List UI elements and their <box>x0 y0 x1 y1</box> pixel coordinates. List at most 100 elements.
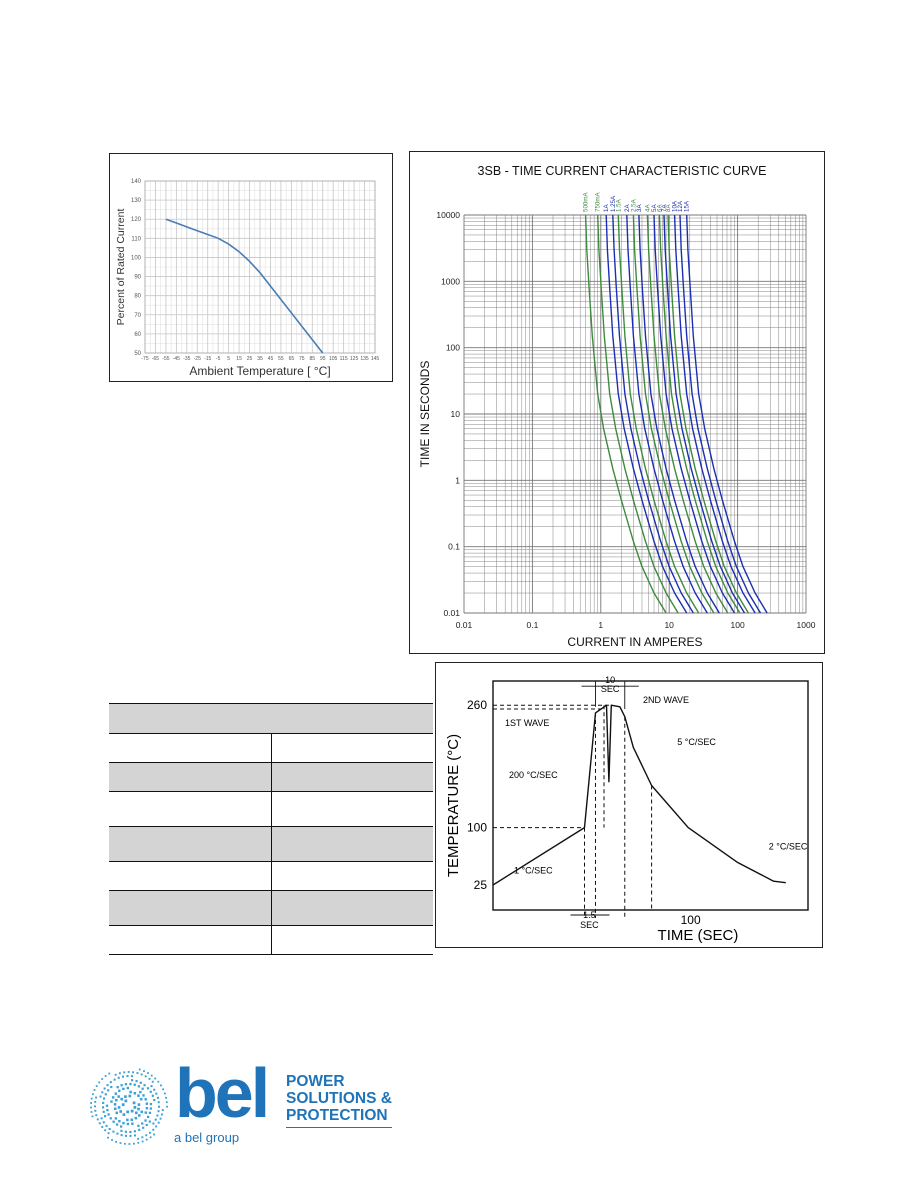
logo-dot <box>144 1075 147 1078</box>
series-label: 2.5A <box>630 198 637 212</box>
y-tick-label: 60 <box>134 332 141 338</box>
logo-dot <box>149 1131 151 1134</box>
y-tick-label: 50 <box>134 351 141 357</box>
y-tick-label: 25 <box>474 878 488 892</box>
logo-dot <box>142 1126 145 1129</box>
logo-dot <box>117 1095 120 1098</box>
logo-dot <box>90 1111 93 1113</box>
logo-dot <box>108 1072 111 1075</box>
series-label: 15A <box>684 200 691 212</box>
series-label: 750mA <box>595 192 602 212</box>
y-axis-label: TEMPERATURE (°C) <box>445 734 462 877</box>
logo-dot <box>106 1084 109 1087</box>
table-row <box>109 890 433 926</box>
logo-dot <box>151 1080 154 1083</box>
bel-circle-mark <box>90 1068 168 1145</box>
fuse-curve <box>584 214 667 614</box>
logo-dot <box>118 1089 121 1092</box>
x-tick-label: 105 <box>329 356 338 362</box>
x-tick-label: 15 <box>236 356 242 362</box>
logo-dot <box>116 1123 119 1126</box>
x-tick-label: 45 <box>268 356 274 362</box>
logo-dot <box>161 1113 163 1116</box>
logo-dot <box>123 1071 126 1074</box>
annotation: SEC <box>580 920 599 930</box>
series-label: 4A <box>644 204 651 212</box>
logo-dot <box>147 1115 150 1119</box>
x-axis-label: CURRENT IN AMPERES <box>567 635 702 649</box>
logo-dot <box>119 1142 122 1144</box>
logo-dot <box>112 1120 115 1123</box>
y-tick-label: 70 <box>134 313 141 319</box>
plot-frame <box>144 180 376 354</box>
logo-dot <box>147 1072 149 1074</box>
series-label: 8A <box>665 204 672 212</box>
y-axis-label: Percent of Rated Current <box>115 209 127 326</box>
x-tick-label: 95 <box>320 356 326 362</box>
logo-dot <box>164 1092 166 1095</box>
y-tick-label: 120 <box>131 217 142 223</box>
chart-title: 3SB - TIME CURRENT CHARACTERISTIC CURVE <box>478 164 767 178</box>
logo-line-2: SOLUTIONS & <box>286 1090 392 1107</box>
x-tick-label: -15 <box>204 356 211 362</box>
logo-dot <box>122 1075 125 1078</box>
logo-dot <box>150 1085 153 1088</box>
logo-dot <box>136 1072 139 1075</box>
fuse-curve <box>638 214 720 614</box>
table-cell-right <box>271 861 433 891</box>
x-tick-label: -65 <box>152 356 159 362</box>
x-tick-label: -55 <box>162 356 169 362</box>
logo-dot <box>128 1094 132 1098</box>
logo-dot <box>112 1096 115 1099</box>
logo-dot <box>143 1084 146 1087</box>
logo-dot <box>154 1077 157 1080</box>
logo-brand-text: bel <box>175 1054 270 1132</box>
table-cell-left <box>109 826 272 862</box>
logo-dot <box>114 1117 118 1120</box>
x-tick-label: -35 <box>183 356 190 362</box>
logo-dot <box>130 1118 134 1122</box>
logo-dot <box>95 1114 98 1117</box>
logo-dot <box>152 1122 155 1125</box>
y-tick-label: 130 <box>131 198 142 204</box>
logo-dot <box>104 1129 107 1132</box>
logo-dot <box>92 1093 94 1096</box>
fuse-curve <box>612 214 694 614</box>
y-tick-label: 10000 <box>436 210 460 220</box>
series-label: 3A <box>636 204 643 212</box>
logo-dot <box>149 1090 152 1093</box>
logo-dot <box>115 1140 117 1143</box>
series-label: 2A <box>624 204 631 212</box>
table-row <box>109 925 433 955</box>
x-tick-label: -25 <box>194 356 201 362</box>
logo-dot <box>137 1141 140 1144</box>
logo-dot <box>131 1079 134 1082</box>
logo-dot <box>118 1072 121 1075</box>
logo-dot <box>137 1107 140 1111</box>
logo-dot <box>152 1128 155 1131</box>
fuse-curve <box>653 214 736 614</box>
logo-dot <box>157 1080 160 1083</box>
logo-dot <box>101 1126 104 1128</box>
logo-dot <box>116 1132 119 1135</box>
logo-dot <box>124 1095 127 1098</box>
logo-dot <box>153 1088 156 1091</box>
logo-dot <box>141 1140 144 1143</box>
table-row <box>109 791 433 827</box>
x-tick-label: 35 <box>257 356 263 362</box>
logo-dot <box>158 1105 161 1108</box>
fuse-curve <box>617 214 700 614</box>
table-row <box>109 762 433 792</box>
logo-dot <box>103 1087 106 1090</box>
x-tick-label: 1000 <box>797 620 816 630</box>
logo-dot <box>139 1081 142 1084</box>
x-tick-label: 100 <box>731 620 745 630</box>
annotation: 2 °C/SEC <box>769 842 808 852</box>
logo-dot <box>145 1107 149 1110</box>
logo-dot <box>141 1087 144 1090</box>
x-tick-label: -5 <box>216 356 221 362</box>
logo-dot <box>149 1102 153 1106</box>
y-axis-label: TIME IN SECONDS <box>418 361 432 468</box>
logo-dot <box>133 1106 137 1109</box>
